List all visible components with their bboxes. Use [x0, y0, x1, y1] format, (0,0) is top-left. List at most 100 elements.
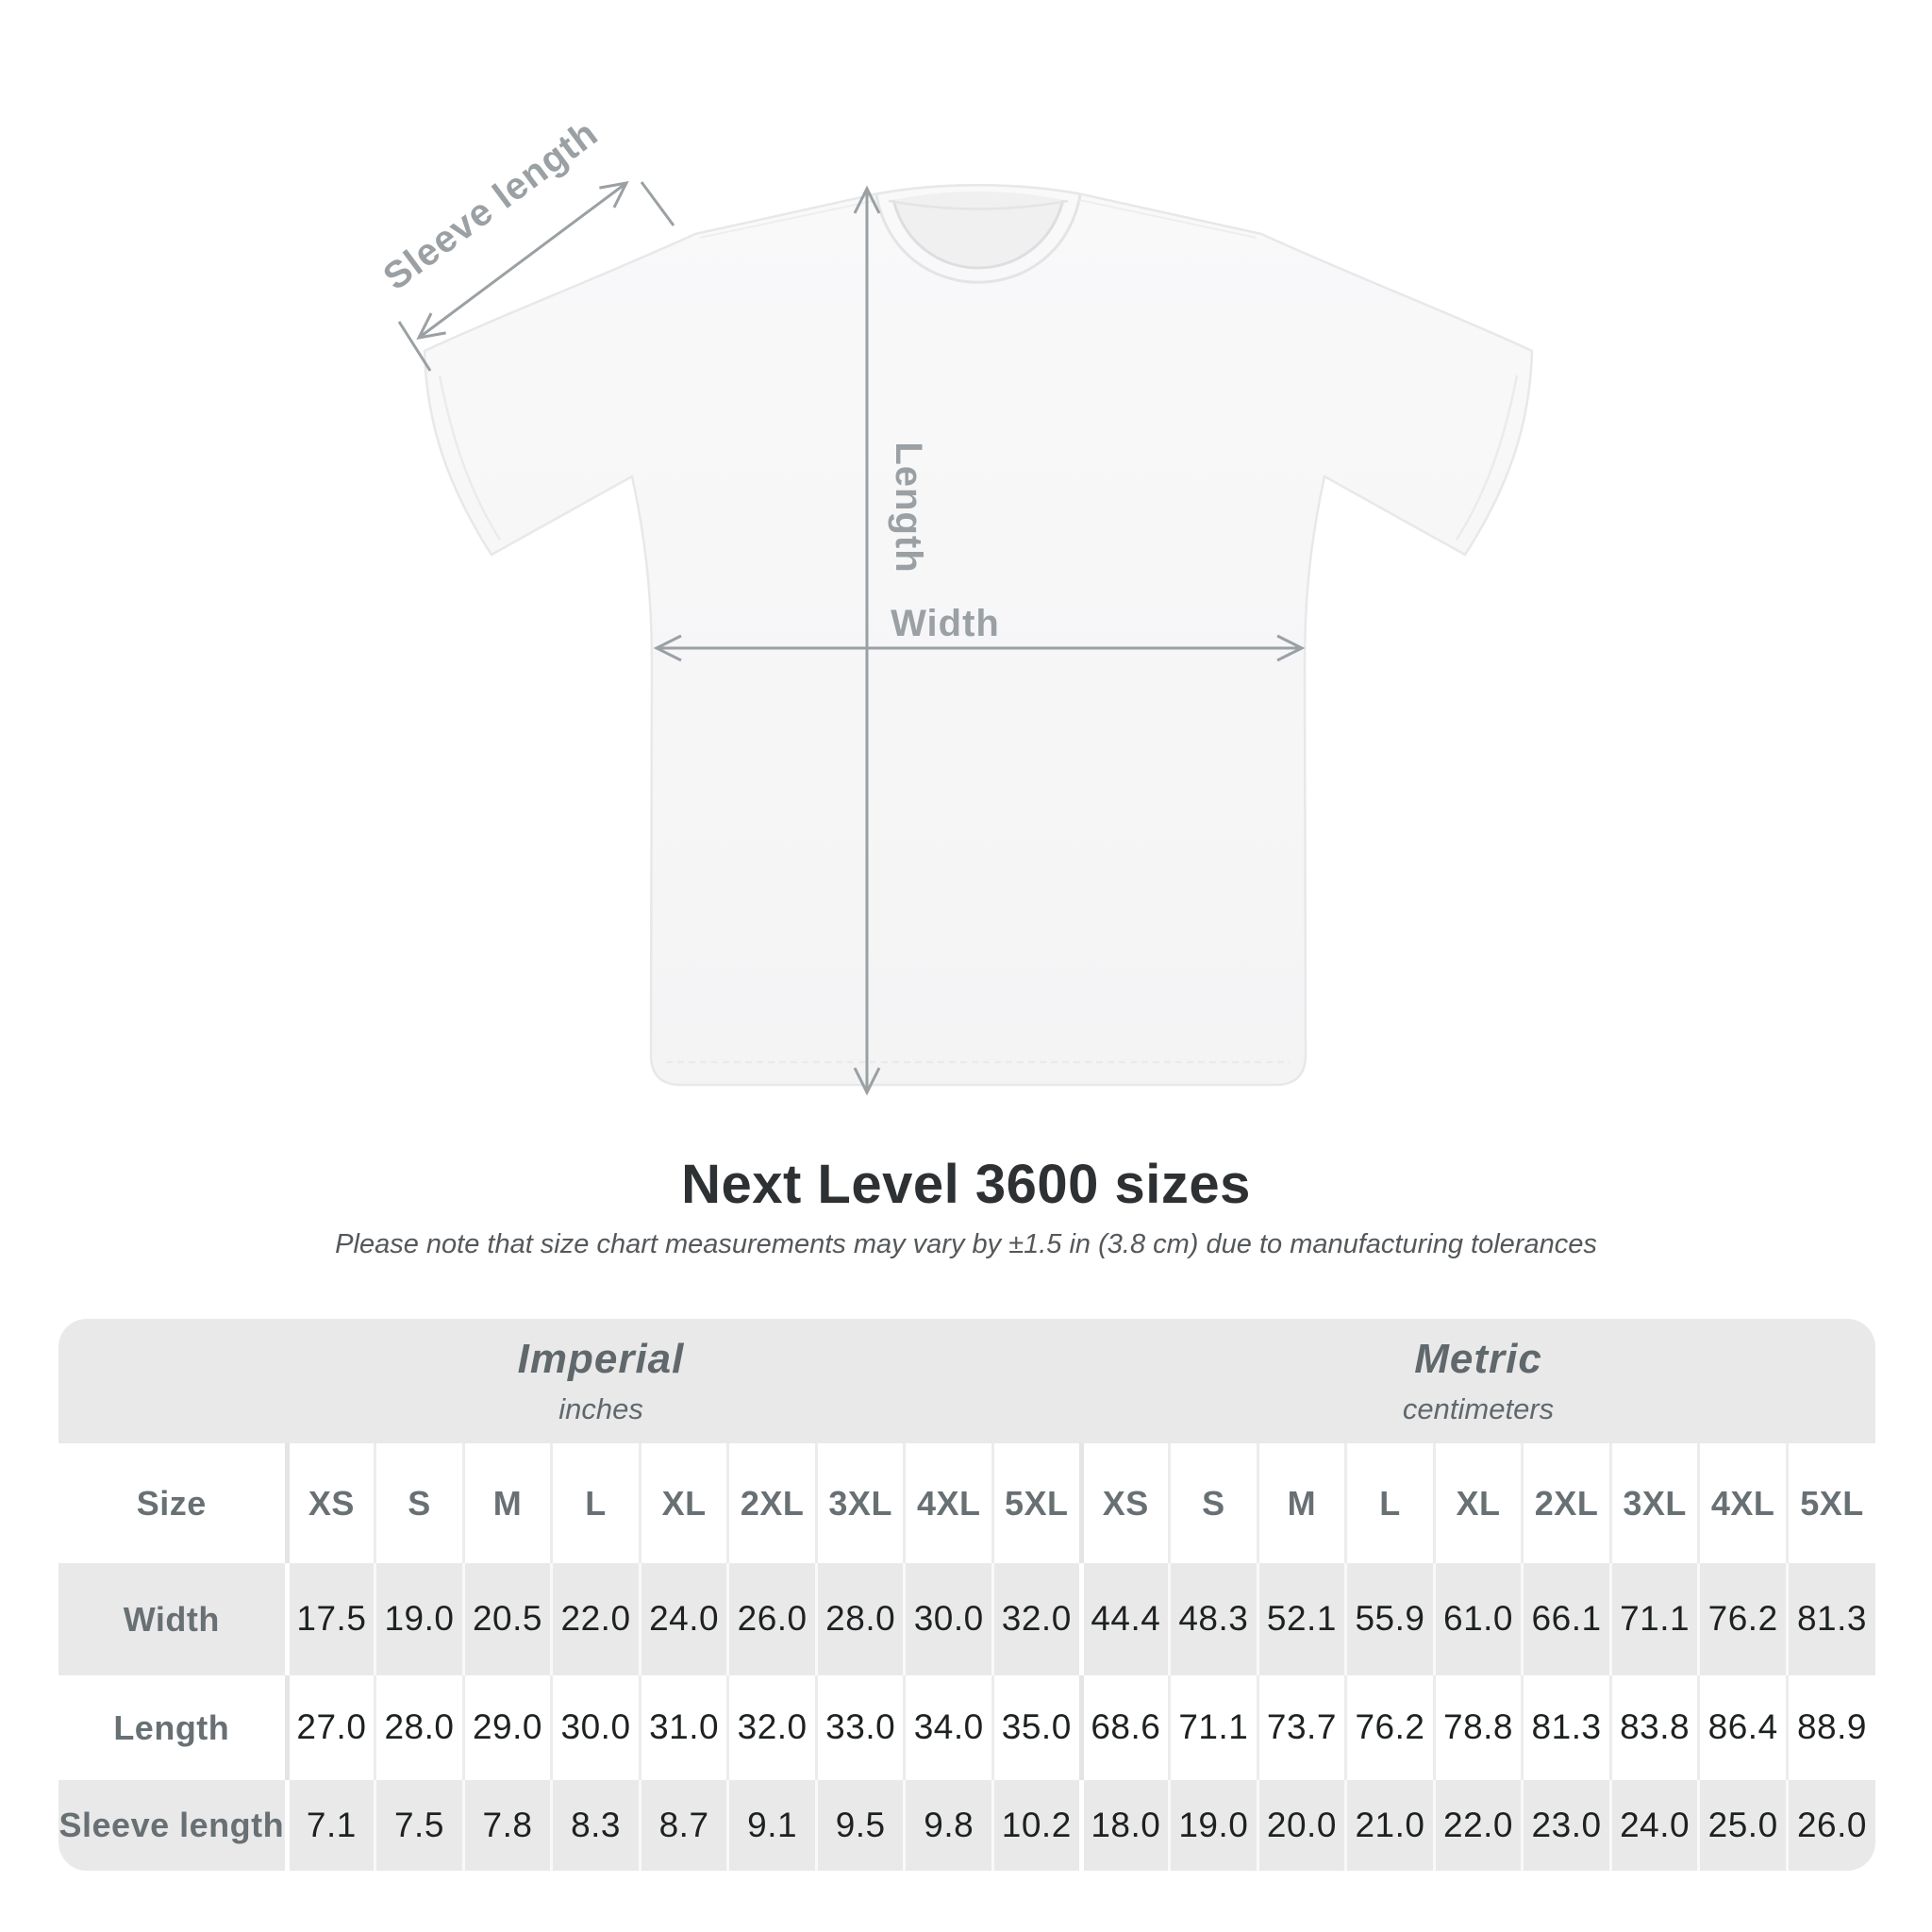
- sleeve-length-arrow: [397, 180, 675, 372]
- column-header: XL: [638, 1443, 728, 1563]
- corner-header: Size: [136, 1483, 207, 1523]
- column-header: 4XL: [903, 1443, 993, 1563]
- table-cell: 30.0: [903, 1563, 993, 1675]
- table-cell: 7.5: [374, 1780, 464, 1871]
- table-cell: 23.0: [1521, 1780, 1611, 1871]
- table-cell: 55.9: [1344, 1563, 1435, 1675]
- table-cell: 34.0: [903, 1675, 993, 1780]
- unit-group-row: Imperial inches Metric centimeters: [58, 1319, 1875, 1443]
- table-cell: 33.0: [814, 1675, 905, 1780]
- table-cell: 7.1: [284, 1780, 375, 1871]
- table-cell: 32.0: [991, 1563, 1082, 1675]
- column-header: XL: [1432, 1443, 1523, 1563]
- table-cell: 27.0: [284, 1675, 375, 1780]
- table-cell: 81.3: [1785, 1563, 1875, 1675]
- page-title: Next Level 3600 sizes: [681, 1154, 1251, 1215]
- table-row-length: Length 27.0 28.0 29.0 30.0 31.0 32.0 33.…: [58, 1675, 1875, 1780]
- width-annotation: Width: [891, 603, 1000, 644]
- table-cell: 7.8: [461, 1780, 552, 1871]
- metric-unit-label: centimeters: [1402, 1392, 1555, 1426]
- column-header: M: [1256, 1443, 1346, 1563]
- column-header: S: [1168, 1443, 1258, 1563]
- table-cell: 8.3: [550, 1780, 641, 1871]
- imperial-group-header: Imperial inches: [58, 1319, 1081, 1443]
- column-header: 2XL: [1521, 1443, 1611, 1563]
- column-header: 5XL: [1785, 1443, 1875, 1563]
- row-label: Length: [113, 1707, 230, 1747]
- table-cell: 76.2: [1697, 1563, 1788, 1675]
- table-cell: 20.5: [461, 1563, 552, 1675]
- size-chart-table: Imperial inches Metric centimeters Size …: [58, 1319, 1875, 1871]
- table-cell: 28.0: [374, 1675, 464, 1780]
- table-cell: 81.3: [1521, 1675, 1611, 1780]
- table-cell: 26.0: [1785, 1780, 1875, 1871]
- column-header: 5XL: [991, 1443, 1082, 1563]
- imperial-label: Imperial: [517, 1335, 685, 1382]
- table-cell: 76.2: [1344, 1675, 1435, 1780]
- sleeve-length-annotation: Sleeve length: [375, 112, 605, 298]
- table-cell: 71.1: [1608, 1563, 1699, 1675]
- table-cell: 9.8: [903, 1780, 993, 1871]
- table-cell: 17.5: [284, 1563, 375, 1675]
- table-cell: 30.0: [550, 1675, 641, 1780]
- table-cell: 44.4: [1078, 1563, 1170, 1675]
- column-header: 3XL: [814, 1443, 905, 1563]
- table-cell: 61.0: [1432, 1563, 1523, 1675]
- tshirt-graphic: Sleeve length Length Width: [375, 112, 1534, 1096]
- column-header: 4XL: [1697, 1443, 1788, 1563]
- table-cell: 83.8: [1608, 1675, 1699, 1780]
- column-header: L: [1344, 1443, 1435, 1563]
- table-cell: 9.1: [726, 1780, 817, 1871]
- imperial-unit-label: inches: [558, 1392, 643, 1426]
- table-cell: 32.0: [726, 1675, 817, 1780]
- column-header: XS: [284, 1443, 375, 1563]
- table-cell: 24.0: [638, 1563, 728, 1675]
- table-cell: 22.0: [1432, 1780, 1523, 1871]
- table-cell: 8.7: [638, 1780, 728, 1871]
- table-cell: 88.9: [1785, 1675, 1875, 1780]
- table-cell: 35.0: [991, 1675, 1082, 1780]
- table-cell: 21.0: [1344, 1780, 1435, 1871]
- table-cell: 78.8: [1432, 1675, 1523, 1780]
- table-cell: 28.0: [814, 1563, 905, 1675]
- column-header: S: [374, 1443, 464, 1563]
- length-annotation: Length: [888, 441, 929, 573]
- column-header: 2XL: [726, 1443, 817, 1563]
- table-cell: 22.0: [550, 1563, 641, 1675]
- table-cell: 10.2: [991, 1780, 1082, 1871]
- table-row-width: Width 17.5 19.0 20.5 22.0 24.0 26.0 28.0…: [58, 1563, 1875, 1675]
- tolerance-note: Please note that size chart measurements…: [335, 1229, 1597, 1259]
- column-header: M: [461, 1443, 552, 1563]
- table-cell: 48.3: [1168, 1563, 1258, 1675]
- table-cell: 19.0: [1168, 1780, 1258, 1871]
- table-cell: 19.0: [374, 1563, 464, 1675]
- table-cell: 86.4: [1697, 1675, 1788, 1780]
- table-cell: 20.0: [1256, 1780, 1346, 1871]
- table-cell: 18.0: [1078, 1780, 1170, 1871]
- table-cell: 29.0: [461, 1675, 552, 1780]
- table-cell: 52.1: [1256, 1563, 1346, 1675]
- table-cell: 25.0: [1697, 1780, 1788, 1871]
- row-label: Sleeve length: [58, 1806, 285, 1845]
- table-cell: 66.1: [1521, 1563, 1611, 1675]
- collar-opening: [893, 192, 1063, 268]
- table-cell: 26.0: [726, 1563, 817, 1675]
- table-cell: 71.1: [1168, 1675, 1258, 1780]
- table-cell: 24.0: [1608, 1780, 1699, 1871]
- metric-label: Metric: [1414, 1335, 1542, 1382]
- column-header: 3XL: [1608, 1443, 1699, 1563]
- table-cell: 31.0: [638, 1675, 728, 1780]
- column-header: XS: [1078, 1443, 1170, 1563]
- table-cell: 73.7: [1256, 1675, 1346, 1780]
- row-label: Width: [123, 1599, 220, 1639]
- tshirt-measurement-diagram: Sleeve length Length Width: [375, 112, 1534, 1096]
- heading-block: Next Level 3600 sizes Please note that s…: [0, 1155, 1932, 1260]
- size-header-row: Size XS S M L XL 2XL 3XL 4XL 5XL XS S M …: [58, 1443, 1875, 1563]
- table-cell: 9.5: [814, 1780, 905, 1871]
- metric-group-header: Metric centimeters: [1081, 1319, 1875, 1443]
- size-chart: Imperial inches Metric centimeters Size …: [58, 1319, 1875, 1871]
- column-header: L: [550, 1443, 641, 1563]
- table-row-sleeve-length: Sleeve length 7.1 7.5 7.8 8.3 8.7 9.1 9.…: [58, 1780, 1875, 1871]
- table-cell: 68.6: [1078, 1675, 1170, 1780]
